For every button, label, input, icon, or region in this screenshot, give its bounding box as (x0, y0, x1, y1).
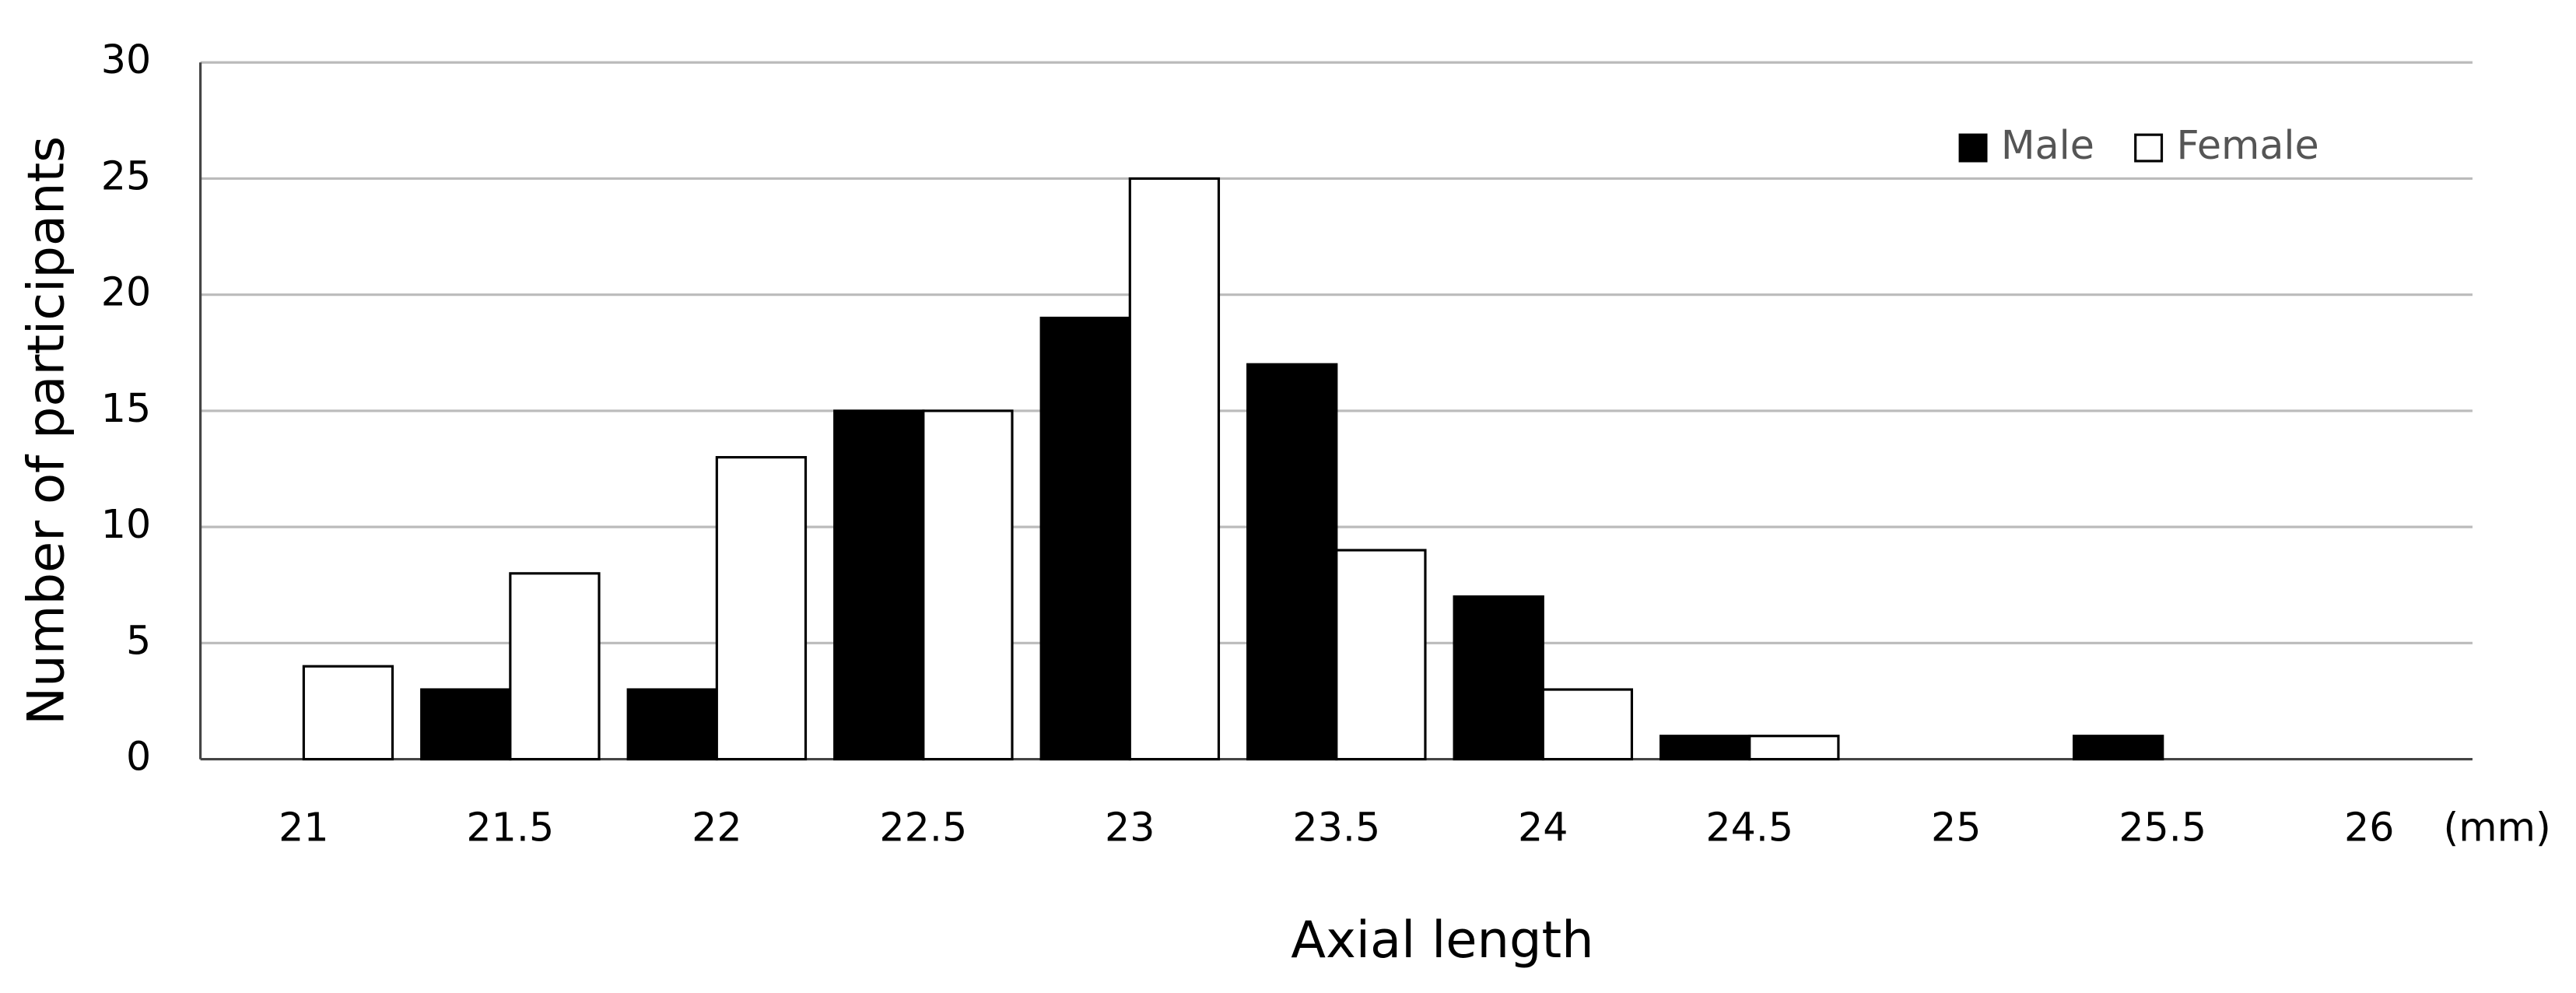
y-tick-label: 20 (101, 269, 151, 315)
x-tick-label: 23 (1105, 804, 1155, 850)
bar (1541, 688, 1634, 761)
y-tick-label: 30 (101, 37, 151, 82)
bar (509, 572, 601, 761)
legend-label: Female (2177, 122, 2319, 168)
x-unit: (mm) (2444, 804, 2551, 850)
y-tick-label: 10 (101, 501, 151, 547)
bar (2072, 735, 2164, 761)
bar (922, 409, 1014, 761)
x-tick-label: 26 (2344, 804, 2394, 850)
x-axis-title: Axial length (1291, 911, 1593, 970)
bar (1039, 316, 1131, 761)
bar (1748, 735, 1840, 761)
bar (1335, 549, 1427, 761)
y-axis-title: Number of participants (16, 136, 75, 725)
bar (1246, 363, 1338, 761)
x-tick-label: 21.5 (466, 804, 554, 850)
legend-label: Male (2001, 122, 2094, 168)
x-tick-label: 25.5 (2119, 804, 2206, 850)
bar (626, 688, 718, 761)
legend-swatch (2134, 133, 2164, 163)
y-tick-label: 25 (101, 153, 151, 198)
legend-swatch (1958, 133, 1988, 163)
x-tick-label: 24 (1518, 804, 1568, 850)
y-tick-label: 5 (126, 617, 151, 663)
x-tick-label: 21 (279, 804, 328, 850)
x-tick-label: 24.5 (1705, 804, 1793, 850)
y-tick-label: 0 (126, 734, 151, 780)
x-tick-label: 23.5 (1292, 804, 1380, 850)
bar (833, 409, 925, 761)
x-tick-label: 25 (1931, 804, 1981, 850)
bar (1660, 735, 1751, 761)
bar (1453, 595, 1544, 761)
y-tick-label: 15 (101, 385, 151, 431)
x-tick-label: 22.5 (879, 804, 967, 850)
x-tick-label: 22 (692, 804, 741, 850)
bar (1128, 177, 1221, 761)
bar (302, 665, 394, 761)
bar (715, 456, 808, 761)
bar (420, 688, 512, 761)
